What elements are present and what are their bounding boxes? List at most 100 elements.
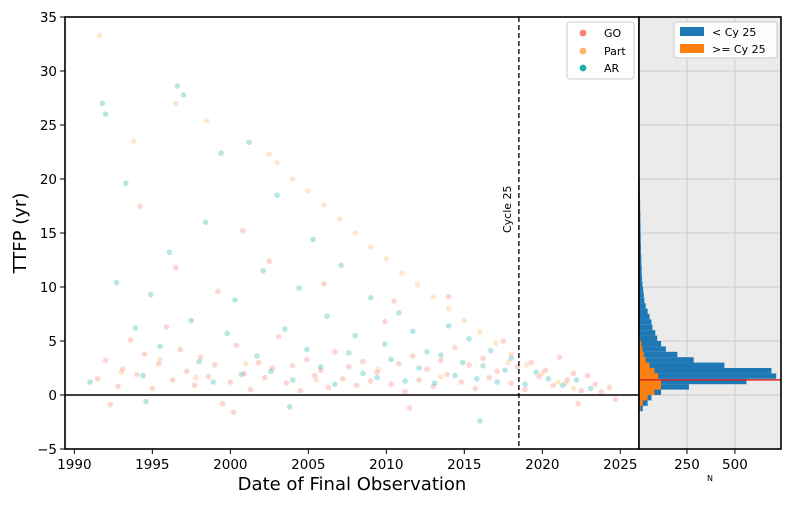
- histogram-x-label: N: [707, 474, 713, 483]
- scatter-point-go: [438, 357, 444, 364]
- scatter-point-go: [360, 358, 366, 365]
- histogram-bar-before: [639, 330, 656, 336]
- y-tick-label: 10: [40, 280, 57, 296]
- scatter-point-part: [570, 385, 577, 392]
- legend-marker-ar: [579, 64, 587, 72]
- scatter-legend: GO Part AR: [566, 21, 635, 80]
- histogram-bar-before: [639, 405, 643, 412]
- scatter-point-ar: [474, 376, 480, 382]
- scatter-point-go: [606, 384, 613, 391]
- y-tick-label: 15: [40, 226, 57, 242]
- histogram-bar-before: [639, 324, 653, 331]
- x-tick-label: 2010: [369, 457, 403, 473]
- scatter-point-go: [227, 379, 234, 385]
- scatter-point-go: [230, 409, 237, 416]
- scatter-point-ar: [367, 295, 374, 301]
- scatter-point-ar: [332, 381, 338, 388]
- scatter-point-go: [102, 357, 109, 364]
- scatter-point-go: [508, 380, 514, 386]
- scatter-point-go: [528, 359, 535, 366]
- scatter-point-part: [96, 32, 103, 39]
- histogram-bar-before: [639, 233, 641, 244]
- legend-swatch-after: [680, 44, 704, 53]
- x-tick-label: 2025: [603, 457, 637, 473]
- scatter-point-go: [297, 387, 304, 394]
- histogram-bar-before: [639, 378, 747, 385]
- legend-label-part: Part: [604, 45, 626, 58]
- scatter-point-ar: [99, 100, 106, 107]
- scatter-point-part: [438, 373, 444, 380]
- scatter-point-ar: [218, 150, 224, 156]
- legend-label-ar: AR: [604, 62, 620, 75]
- scatter-point-ar: [360, 370, 366, 377]
- histogram-bar-before: [639, 308, 648, 314]
- scatter-point-go: [163, 324, 170, 330]
- scatter-point-go: [480, 355, 486, 362]
- scatter-point-go: [444, 371, 450, 378]
- y-axis-label: TTFP (yr): [10, 193, 31, 275]
- scatter-point-go: [339, 376, 346, 382]
- scatter-point-go: [149, 385, 156, 392]
- scatter-point-part: [157, 356, 163, 363]
- scatter-point-go: [95, 376, 101, 382]
- scatter-point-go: [564, 377, 570, 383]
- scatter-point-go: [570, 370, 577, 377]
- scatter-point-go: [155, 360, 162, 367]
- histogram-bar-after: [639, 351, 644, 358]
- scatter-point-part: [477, 329, 483, 336]
- scatter-point-ar: [522, 381, 528, 388]
- scatter-point-go: [321, 281, 327, 287]
- scatter-point-part: [539, 370, 546, 377]
- scatter-point-ar: [132, 325, 138, 331]
- scatter-point-go: [211, 362, 218, 368]
- scatter-point-ar: [140, 372, 146, 379]
- scatter-point-go: [598, 389, 605, 395]
- scatter-point-go: [430, 383, 436, 390]
- scatter-point-ar: [533, 369, 539, 376]
- scatter-point-ar: [494, 379, 500, 385]
- scatter-point-ar: [424, 349, 430, 355]
- legend-label-before: < Cy 25: [712, 26, 756, 39]
- histogram-bar-before: [639, 335, 658, 341]
- scatter-point-part: [562, 380, 569, 386]
- scatter-point-go: [275, 333, 282, 340]
- legend-swatch-before: [680, 27, 704, 36]
- histogram-bar-before: [639, 384, 689, 390]
- scatter-point-go: [119, 366, 126, 372]
- scatter-point-go: [486, 374, 493, 381]
- histogram-bar-before: [639, 292, 644, 298]
- x-tick-label: 1990: [57, 457, 91, 473]
- scatter-point-ar: [545, 376, 552, 382]
- histogram-bar-before: [639, 362, 725, 368]
- scatter-point-ar: [310, 236, 316, 243]
- x-axis-ticks: 1990 1995 2000 2005 2010 2015 2020 2025: [57, 449, 637, 473]
- scatter-point-part: [313, 377, 319, 383]
- scatter-point-go: [346, 364, 352, 370]
- scatter-point-go: [133, 371, 140, 378]
- x-tick-label: 2020: [525, 457, 559, 473]
- scatter-point-ar: [254, 353, 260, 359]
- scatter-point-part: [414, 282, 421, 288]
- scatter-point-go: [115, 383, 121, 390]
- histogram-bars-after-cycle25: [639, 314, 662, 412]
- scatter-point-go: [127, 337, 134, 343]
- scatter-point-go: [452, 344, 458, 351]
- scatter-point-part: [352, 230, 358, 236]
- scatter-point-part: [375, 366, 382, 372]
- scatter-point-ar: [143, 398, 149, 405]
- histogram-x-ticks: 250 500: [674, 449, 748, 473]
- scatter-point-part: [289, 176, 296, 182]
- scatter-point-ar: [274, 192, 280, 198]
- scatter-point-go: [550, 382, 556, 389]
- histogram-bar-before: [639, 341, 662, 347]
- histogram-bar-before: [639, 297, 645, 304]
- scatter-point-go: [367, 378, 374, 384]
- scatter-point-go: [289, 363, 296, 369]
- scatter-point-ar: [352, 332, 358, 339]
- scatter-point-ar: [338, 262, 344, 269]
- scatter-point-ar: [388, 356, 394, 363]
- scatter-point-ar: [232, 297, 238, 303]
- scatter-point-go: [391, 298, 397, 304]
- scatter-point-part: [305, 188, 312, 194]
- x-tick-label: 2000: [213, 457, 247, 473]
